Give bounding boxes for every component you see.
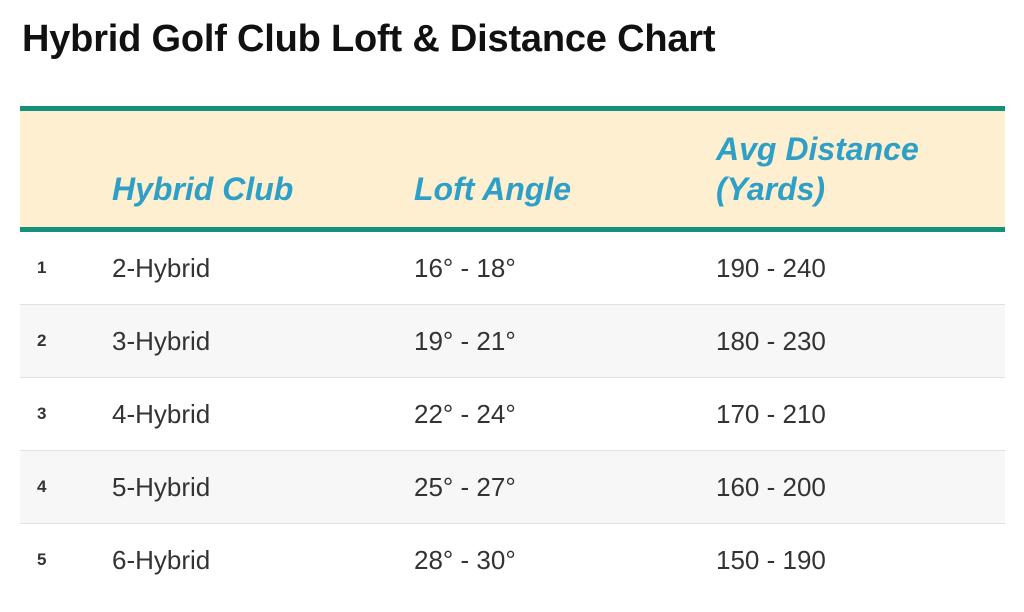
distance-cell: 150 - 190 (716, 545, 826, 575)
loft-cell: 25° - 27° (414, 472, 516, 502)
club-cell: 3-Hybrid (112, 326, 211, 356)
distance-cell: 160 - 200 (716, 472, 826, 502)
distance-cell: 190 - 240 (716, 253, 826, 283)
header-loft-angle: Loft Angle (414, 171, 571, 207)
loft-distance-table: Hybrid Club Loft Angle Avg Distance (Yar… (20, 106, 1005, 597)
row-index: 2 (37, 331, 47, 350)
club-cell: 2-Hybrid (112, 253, 211, 283)
header-hybrid-club: Hybrid Club (112, 171, 294, 207)
distance-cell: 180 - 230 (716, 326, 826, 356)
loft-cell: 28° - 30° (414, 545, 516, 575)
table-row: 2 3-Hybrid 19° - 21° 180 - 230 (20, 305, 1005, 378)
table-row: 5 6-Hybrid 28° - 30° 150 - 190 (20, 524, 1005, 597)
row-index: 5 (37, 550, 47, 569)
loft-cell: 16° - 18° (414, 253, 516, 283)
club-cell: 6-Hybrid (112, 545, 211, 575)
table-header: Hybrid Club Loft Angle Avg Distance (Yar… (20, 106, 1005, 232)
loft-cell: 19° - 21° (414, 326, 516, 356)
table-row: 3 4-Hybrid 22° - 24° 170 - 210 (20, 378, 1005, 451)
club-cell: 4-Hybrid (112, 399, 211, 429)
header-avg-distance: Avg Distance (Yards) (716, 131, 919, 207)
row-index: 3 (37, 404, 47, 423)
table-row: 4 5-Hybrid 25° - 27° 160 - 200 (20, 451, 1005, 524)
table-row: 1 2-Hybrid 16° - 18° 190 - 240 (20, 232, 1005, 305)
club-cell: 5-Hybrid (112, 472, 211, 502)
distance-cell: 170 - 210 (716, 399, 826, 429)
row-index: 1 (37, 258, 47, 277)
row-index: 4 (37, 477, 47, 496)
loft-cell: 22° - 24° (414, 399, 516, 429)
page-title: Hybrid Golf Club Loft & Distance Chart (22, 18, 716, 60)
